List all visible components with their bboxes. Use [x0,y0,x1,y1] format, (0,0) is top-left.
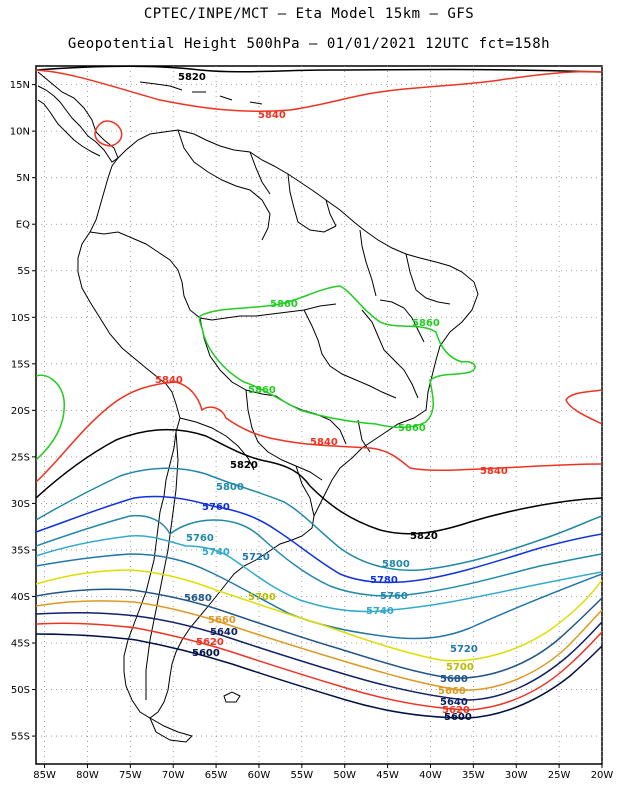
lat-tick-label: 30S [11,499,30,510]
lon-tick-label: 60W [248,770,271,781]
contour-label: 5840 [155,375,183,386]
lon-tick-label: 80W [76,770,99,781]
contour-labels: 5820 5840 5860 5860 5860 5860 5840 5840 … [155,72,508,723]
contour-5640 [36,611,602,701]
contour-label: 5660 [208,615,236,626]
contour-label: 5700 [248,592,276,603]
contour-5780 [36,495,602,584]
contour-5860-brazil [198,285,476,429]
contour-label: 5860 [412,318,440,329]
contour-label: 5840 [258,110,286,121]
contour-label: 5660 [438,686,466,697]
latitude-labels: 15N 10N 5N EQ 5S 10S 15S 20S 25S 30S 35S 40S 45S 50S 5… [10,80,30,742]
contour-label: 5740 [366,606,394,617]
contour-label: 5700 [446,662,474,673]
contour-label: 5640 [210,627,238,638]
contour-label: 5680 [184,593,212,604]
contour-5800 [36,467,602,572]
lat-tick-label: 20S [11,406,30,417]
contour-label: 5760 [202,502,230,513]
contour-label: 5860 [248,385,276,396]
contour-label: 5760 [186,533,214,544]
contour-5700 [36,569,602,662]
contour-label: 5720 [450,644,478,655]
contour-5860-west [36,374,66,461]
lon-tick-label: 30W [505,770,528,781]
contour-label: 5840 [310,437,338,448]
contour-5660 [36,600,602,691]
contour-5600 [36,633,602,719]
contour-5620 [36,622,602,711]
contour-label: 5820 [410,531,438,542]
map-title-line1: CPTEC/INPE/MCT – Eta Model 15km – GFS [143,6,475,22]
geopotential-contours [36,66,602,719]
contour-label: 5640 [440,697,468,708]
lon-tick-label: 70W [162,770,185,781]
contour-label: 5620 [196,637,224,648]
contour-label: 5820 [178,72,206,83]
contour-5840 [36,381,602,483]
lat-tick-label: 15N [10,80,30,91]
lon-tick-label: 20W [591,770,614,781]
lat-tick-label: 35S [11,545,30,556]
lon-tick-label: 40W [419,770,442,781]
contour-5820 [36,428,602,535]
map-frame [35,65,603,765]
lat-tick-label: 55S [11,732,30,743]
lon-tick-label: 65W [205,770,228,781]
lon-tick-label: 75W [119,770,142,781]
lat-tick-label: 25S [11,452,30,463]
lat-tick-label: 40S [11,592,30,603]
lat-tick-label: 10N [10,127,30,138]
contour-5740 [36,534,602,613]
map-title-line2: Geopotential Height 500hPa – 01/01/2021 … [67,36,551,52]
lon-tick-label: 55W [291,770,314,781]
contour-label: 5860 [270,299,298,310]
contour-label: 5780 [370,575,398,586]
lat-tick-label: EQ [16,220,30,231]
contour-5840-closed [94,120,123,147]
contour-5840-north [36,69,602,112]
lat-tick-label: 45S [11,639,30,650]
contour-label: 5720 [242,552,270,563]
coastline [37,71,479,743]
contour-label: 5860 [398,423,426,434]
contour-label: 5600 [444,712,472,723]
lon-tick-label: 50W [333,770,356,781]
contour-label: 5620 [442,705,470,716]
longitude-labels: 85W 80W 75W 70W 65W 60W 55W 50W 45W 40W 35W 30W 25W 2… [33,770,613,781]
contour-5760 [36,514,602,597]
contour-label: 5800 [382,559,410,570]
contour-label: 5820 [230,460,258,471]
lat-tick-label: 5N [16,173,30,184]
contour-label: 5800 [216,482,244,493]
lon-tick-label: 25W [548,770,571,781]
contour-label: 5680 [440,674,468,685]
lat-tick-label: 50S [11,685,30,696]
contour-label: 5740 [202,547,230,558]
contour-label: 5840 [480,466,508,477]
lon-tick-label: 85W [33,770,56,781]
lat-tick-label: 10S [11,313,30,324]
lat-tick-label: 5S [17,266,30,277]
axis-ticks [32,84,603,768]
lat-tick-label: 15S [11,359,30,370]
lon-tick-label: 35W [462,770,485,781]
contour-5680 [36,588,602,679]
contour-5840-east [565,389,602,425]
contour-label: 5760 [380,591,408,602]
lon-tick-label: 45W [376,770,399,781]
contour-label: 5600 [192,648,220,659]
contour-5820-north [36,66,602,73]
